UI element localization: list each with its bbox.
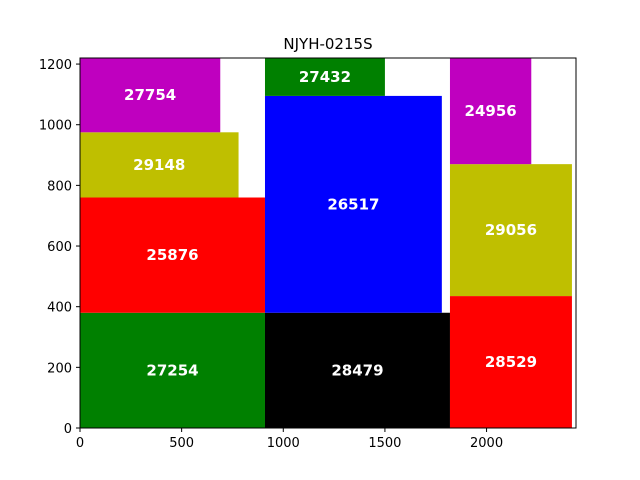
axes-frame	[79, 57, 577, 429]
x-tick-label: 500	[169, 436, 194, 451]
treemap-box-27754	[80, 58, 221, 133]
box-label-27754: 27754	[124, 86, 176, 104]
y-tick-label: 1200	[39, 58, 72, 73]
y-tick-label: 200	[47, 361, 72, 376]
y-axis: 0 200 400 600 800 1000 1200	[39, 58, 80, 437]
boxes-layer: 27254 25876 29148 27754 28479 26517 27432 28529…	[80, 58, 572, 428]
y-tick-label: 0	[64, 422, 72, 437]
treemap-box-28479	[264, 312, 450, 428]
box-label-28529: 28529	[485, 353, 537, 371]
box-label-29148: 29148	[133, 156, 185, 174]
box-label-26517: 26517	[327, 195, 379, 213]
x-tick-label: 1500	[368, 436, 401, 451]
box-label-29056: 29056	[485, 221, 537, 239]
box-label-25876: 25876	[146, 246, 198, 264]
y-tick-label: 1000	[39, 119, 72, 134]
x-axis: 0 500 1000 1500 2000	[76, 428, 503, 451]
treemap-box-25876	[80, 197, 265, 313]
treemap-box-29056	[449, 164, 572, 297]
treemap-box-29148	[80, 132, 239, 198]
treemap-box-27254	[80, 312, 265, 428]
box-label-24956: 24956	[465, 102, 517, 120]
treemap-box-26517	[264, 95, 442, 313]
x-tick-label: 0	[76, 436, 84, 451]
treemap-box-27432	[264, 58, 385, 96]
y-tick-label: 600	[47, 240, 72, 255]
box-label-28479: 28479	[331, 361, 383, 379]
y-tick-label: 800	[47, 179, 72, 194]
treemap-box-28529	[449, 296, 572, 428]
y-tick-label: 400	[47, 301, 72, 316]
box-label-27432: 27432	[299, 68, 351, 86]
box-label-27254: 27254	[146, 361, 198, 379]
chart-title: NJYH-0215S	[283, 35, 372, 53]
x-tick-label: 2000	[470, 436, 503, 451]
x-tick-label: 1000	[267, 436, 300, 451]
treemap-box-24956	[449, 58, 532, 165]
